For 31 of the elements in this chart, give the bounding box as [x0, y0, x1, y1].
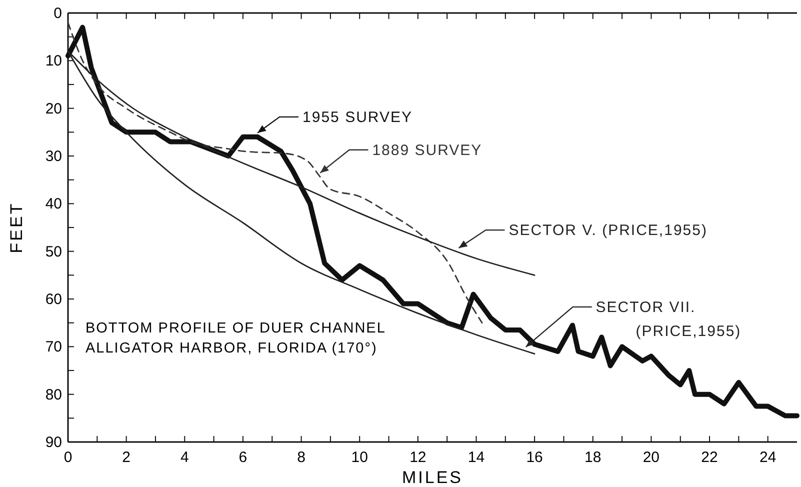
- y-tick-label: 60: [45, 291, 62, 308]
- x-tick-label: 14: [468, 449, 485, 466]
- y-tick-label: 40: [45, 196, 62, 213]
- y-tick-label: 10: [45, 52, 62, 70]
- legend-label: SECTOR V. (PRICE,1955): [508, 222, 708, 240]
- y-axis-title: FEET: [7, 202, 26, 254]
- annotation: BOTTOM PROFILE OF DUER CHANNEL ALLIGATOR HARBOR, FLORIDA (170°): [85, 320, 386, 356]
- line-series: [67, 22, 483, 324]
- x-tick-label: 20: [642, 449, 660, 466]
- x-tick-label: 16: [526, 449, 543, 466]
- y-tick-label: 50: [45, 243, 62, 260]
- y-tick-label: 30: [45, 148, 62, 165]
- x-tick-label: 12: [410, 449, 426, 466]
- text: 1889 SURVEY: [372, 142, 482, 159]
- x-axis-title: MILES: [402, 468, 464, 487]
- x-tick-label: 6: [238, 449, 248, 466]
- x-tick-label: 22: [701, 449, 718, 466]
- y-tick-label: 20: [45, 100, 62, 118]
- y-tick-label: 70: [45, 338, 62, 356]
- x-tick-label: 2: [122, 449, 130, 466]
- x-tick-label: 18: [584, 449, 602, 466]
- legend-label: 1955 SURVEY: [302, 108, 412, 126]
- text: SECTOR VII. (PRICE,1955): [596, 298, 742, 340]
- x-tick-label: 10: [351, 449, 368, 466]
- y-tick-label: 90: [45, 434, 62, 451]
- x-tick-label: 24: [759, 449, 776, 466]
- x-tick-label: 4: [180, 449, 189, 466]
- x-tick-label: 0: [64, 449, 72, 466]
- y-tick-label: 80: [45, 386, 62, 404]
- x-tick-label: 8: [297, 449, 306, 466]
- y-tick-label: 0: [54, 5, 62, 22]
